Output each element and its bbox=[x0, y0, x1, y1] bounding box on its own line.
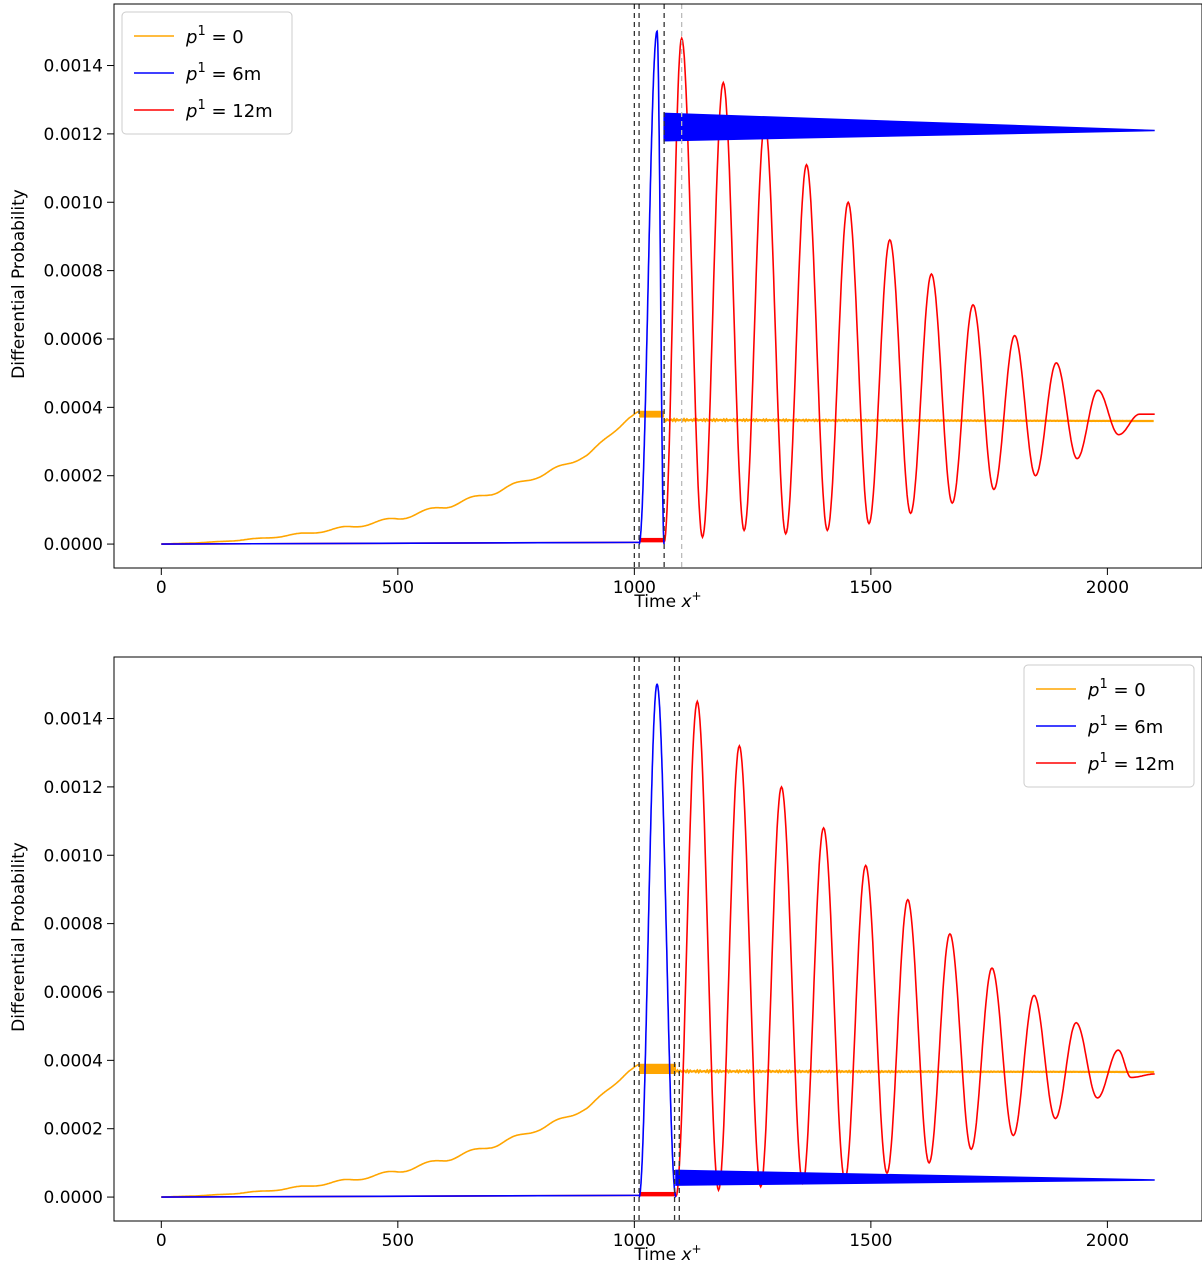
y-tick-label: 0.0006 bbox=[44, 983, 103, 1003]
y-tick-label: 0.0014 bbox=[44, 710, 103, 730]
x-tick-label: 2000 bbox=[1086, 1231, 1129, 1251]
legend-label: p1 = 12m bbox=[1087, 751, 1175, 775]
x-tick-label: 0 bbox=[156, 1231, 167, 1251]
y-tick-label: 0.0002 bbox=[44, 467, 103, 487]
legend-box bbox=[1023, 664, 1195, 788]
legend: p1 = 0 p1 = 6m p1 = 12m bbox=[121, 11, 293, 135]
series-flat-band-p1-12m bbox=[639, 1191, 676, 1197]
x-tick-label: 1500 bbox=[849, 1231, 892, 1251]
legend-label: p1 = 0 bbox=[1087, 677, 1146, 701]
y-tick-label: 0.0012 bbox=[44, 778, 103, 798]
y-tick-label: 0.0000 bbox=[44, 1188, 103, 1208]
y-tick-label: 0.0006 bbox=[44, 330, 103, 350]
plot-area bbox=[161, 657, 1155, 1221]
series-baseline-p1-6m bbox=[161, 541, 640, 545]
series-line-p1-12m bbox=[675, 699, 1155, 1197]
axes-frame bbox=[113, 656, 1202, 1222]
series-line-p1-12m bbox=[663, 35, 1155, 543]
y-tick-label: 0.0010 bbox=[44, 846, 103, 866]
axes-frame bbox=[113, 3, 1202, 569]
legend: p1 = 0 p1 = 6m p1 = 12m bbox=[1023, 664, 1195, 788]
chart-panel-2: 0 500 1000 1500 2000 0.0000 0.0002 0.0004 0.0006… bbox=[9, 656, 1202, 1265]
series-band-p1-0 bbox=[639, 410, 665, 418]
x-tick-label: 1500 bbox=[849, 578, 892, 598]
y-axis-label: Differential Probability bbox=[9, 842, 29, 1032]
series-band-p1-0 bbox=[639, 1063, 676, 1075]
x-axis-label: Time x+ bbox=[633, 589, 701, 612]
legend-label: p1 = 0 bbox=[185, 24, 244, 48]
series-tail-p1-0 bbox=[663, 417, 1154, 423]
y-tick-label: 0.0012 bbox=[44, 125, 103, 145]
series-band-p1-6m bbox=[663, 112, 1155, 142]
legend-label: p1 = 6m bbox=[1087, 714, 1163, 738]
series-line-p1-0 bbox=[161, 1063, 640, 1198]
x-tick-label: 0 bbox=[156, 578, 167, 598]
y-tick-label: 0.0004 bbox=[44, 1051, 103, 1071]
y-tick-label: 0.0002 bbox=[44, 1120, 103, 1140]
legend-box bbox=[121, 11, 293, 135]
y-tick-label: 0.0000 bbox=[44, 535, 103, 555]
x-axis-label: Time x+ bbox=[633, 1242, 701, 1265]
series-tail-p1-0 bbox=[675, 1068, 1155, 1075]
y-tick-label: 0.0008 bbox=[44, 262, 103, 282]
x-tick-label: 2000 bbox=[1086, 578, 1129, 598]
y-tick-label: 0.0008 bbox=[44, 915, 103, 935]
x-tick-label: 500 bbox=[382, 578, 414, 598]
legend-label: p1 = 12m bbox=[185, 98, 273, 122]
x-tick-label: 500 bbox=[382, 1231, 414, 1251]
y-tick-label: 0.0004 bbox=[44, 398, 103, 418]
x-tick-label: 1000 bbox=[613, 1231, 656, 1251]
series-band-p1-6m bbox=[675, 1169, 1155, 1186]
y-axis-label: Differential Probability bbox=[9, 189, 29, 379]
series-baseline-p1-6m bbox=[161, 1194, 640, 1198]
y-tick-label: 0.0014 bbox=[44, 57, 103, 77]
chart-panel-1: 0 500 1000 1500 2000 0.0000 0.0002 0.0004 0.0006… bbox=[9, 3, 1202, 612]
series-peak-p1-6m bbox=[638, 29, 665, 545]
x-tick-label: 1000 bbox=[613, 578, 656, 598]
legend-label: p1 = 6m bbox=[185, 61, 261, 85]
plot-area bbox=[161, 4, 1155, 568]
y-tick-label: 0.0010 bbox=[44, 193, 103, 213]
series-peak-p1-6m bbox=[638, 683, 677, 1198]
series-line-p1-0 bbox=[161, 410, 640, 545]
series-flat-band-p1-12m bbox=[639, 537, 665, 543]
